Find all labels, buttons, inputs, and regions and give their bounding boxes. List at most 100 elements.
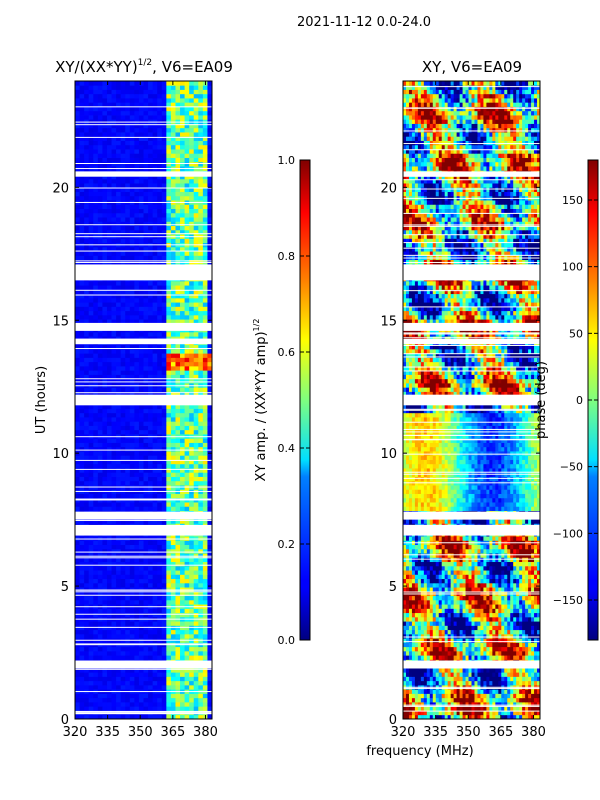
heatmap-cell — [111, 561, 117, 567]
heatmap-cell — [84, 208, 90, 214]
right-heatmap — [403, 81, 541, 720]
heatmap-cell — [106, 459, 112, 465]
heatmap-cell — [120, 548, 126, 554]
heatmap-cell — [152, 553, 158, 558]
heatmap-cell — [75, 140, 80, 146]
heatmap-cell — [79, 633, 85, 639]
heatmap-cell — [189, 472, 195, 477]
heatmap-cell — [483, 697, 487, 703]
heatmap-cell — [134, 459, 140, 465]
heatmap-cell — [516, 701, 520, 707]
heatmap-cell — [456, 689, 460, 694]
heatmap-cell — [193, 127, 199, 133]
heatmap-cell — [93, 365, 99, 371]
heatmap-cell — [84, 421, 90, 426]
heatmap-cell — [456, 701, 460, 707]
heatmap-cell — [157, 493, 163, 499]
heatmap-cell — [198, 574, 204, 580]
heatmap-cell — [423, 676, 428, 682]
heatmap-cell — [202, 629, 208, 635]
heatmap-cell — [157, 246, 163, 252]
heatmap-cell — [148, 132, 154, 137]
heatmap-cell — [134, 344, 140, 350]
heatmap-cell — [166, 506, 172, 511]
heatmap-cell — [152, 255, 158, 261]
heatmap-cell — [447, 693, 452, 699]
heatmap-cell — [157, 540, 163, 546]
heatmap-cell — [143, 123, 149, 129]
heatmap-cell — [138, 429, 144, 435]
heatmap-cell — [180, 570, 185, 575]
flagged-line — [75, 594, 212, 596]
heatmap-cell — [519, 697, 523, 703]
heatmap-cell — [471, 710, 475, 716]
heatmap-cell — [498, 701, 502, 707]
heatmap-cell — [79, 217, 85, 222]
heatmap-cell — [111, 574, 117, 580]
heatmap-cell — [170, 706, 176, 711]
heatmap-cell — [207, 178, 213, 184]
heatmap-cell — [426, 689, 431, 694]
heatmap-cell — [202, 459, 208, 465]
heatmap-cell — [84, 314, 90, 320]
heatmap-cell — [111, 136, 117, 141]
heatmap-cell — [111, 310, 117, 316]
heatmap-cell — [175, 140, 181, 146]
heatmap-cell — [116, 302, 122, 307]
heatmap-cell — [116, 259, 122, 265]
heatmap-cell — [93, 187, 99, 192]
flagged-line — [75, 711, 212, 713]
heatmap-cell — [97, 204, 103, 209]
heatmap-cell — [134, 506, 140, 511]
heatmap-cell — [456, 710, 460, 716]
heatmap-cell — [152, 612, 158, 618]
heatmap-cell — [79, 701, 85, 707]
heatmap-cell — [120, 110, 126, 116]
heatmap-cell — [207, 344, 213, 350]
heatmap-cell — [202, 229, 208, 235]
heatmap-cell — [161, 81, 167, 86]
heatmap-cell — [175, 229, 181, 235]
heatmap-cell — [138, 468, 144, 473]
heatmap-cell — [102, 310, 108, 316]
heatmap-cell — [501, 689, 505, 694]
heatmap-cell — [84, 408, 90, 414]
heatmap-cell — [102, 459, 108, 465]
heatmap-cell — [198, 591, 204, 597]
heatmap-cell — [88, 127, 94, 133]
heatmap-cell — [75, 297, 80, 303]
heatmap-cell — [129, 280, 135, 286]
heatmap-cell — [102, 391, 108, 397]
heatmap-cell — [138, 595, 144, 601]
heatmap-cell — [161, 646, 167, 652]
heatmap-cell — [184, 591, 190, 597]
heatmap-cell — [102, 404, 108, 409]
heatmap-cell — [125, 115, 131, 120]
heatmap-cell — [157, 370, 163, 375]
heatmap-cell — [111, 404, 117, 409]
heatmap-cell — [148, 144, 154, 150]
heatmap-cell — [175, 212, 181, 218]
heatmap-cell — [138, 106, 144, 112]
heatmap-cell — [202, 672, 208, 677]
heatmap-cell — [125, 455, 131, 460]
heatmap-cell — [170, 115, 176, 120]
heatmap-cell — [175, 225, 181, 231]
heatmap-cell — [166, 98, 172, 103]
heatmap-cell — [93, 89, 99, 95]
heatmap-cell — [111, 183, 117, 188]
heatmap-cell — [207, 591, 213, 597]
heatmap-cell — [170, 553, 176, 558]
heatmap-cell — [522, 701, 526, 707]
heatmap-cell — [471, 706, 475, 711]
heatmap-cell — [157, 259, 163, 265]
heatmap-cell — [79, 519, 85, 524]
heatmap-cell — [111, 225, 117, 231]
heatmap-cell — [170, 672, 176, 677]
heatmap-cell — [161, 102, 167, 107]
heatmap-cell — [106, 446, 112, 452]
heatmap-cell — [106, 387, 112, 392]
heatmap-cell — [148, 421, 154, 426]
heatmap-cell — [152, 344, 158, 350]
heatmap-cell — [450, 710, 455, 716]
